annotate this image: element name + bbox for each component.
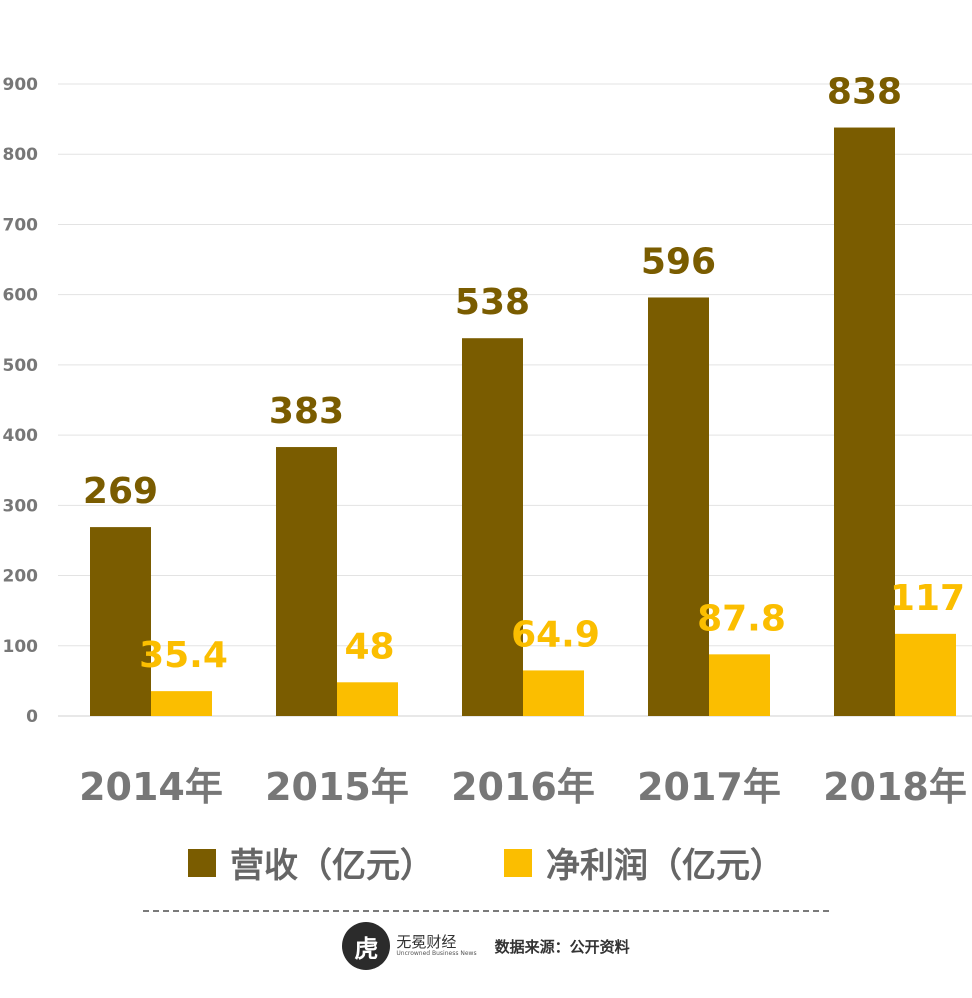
data-label-profit: 117: [890, 578, 965, 619]
bar-chart: 0 100 200 300 400 500 600 700 800 900 269 35.4 2014年…: [3, 72, 972, 809]
bar-revenue: [834, 127, 895, 716]
legend-swatch-revenue: [188, 848, 216, 877]
bar-profit: [151, 691, 212, 716]
data-label-revenue: 383: [269, 391, 344, 432]
x-category-label: 2016年: [451, 765, 595, 809]
legend-item-revenue: 营收（亿元）: [188, 838, 434, 887]
data-label-profit: 87.8: [697, 598, 786, 639]
logo-subtitle: Uncrowned Business News: [396, 949, 477, 957]
y-tick-label: 0: [26, 707, 38, 727]
bar-profit: [709, 654, 770, 716]
bar-revenue: [276, 447, 337, 716]
x-category-label: 2015年: [265, 765, 409, 809]
bar-profit: [523, 670, 584, 716]
logo-mark-icon: 虎: [342, 922, 391, 970]
brand-logo: 虎 无冕财经 Uncrowned Business News: [342, 922, 477, 970]
data-label-profit: 64.9: [511, 614, 600, 655]
data-label-profit: 48: [344, 626, 394, 667]
data-label-revenue: 269: [83, 471, 158, 512]
data-label-revenue: 538: [455, 282, 530, 323]
bar-profit: [895, 633, 956, 716]
x-category-label: 2018年: [823, 765, 967, 809]
bar-revenue: [648, 297, 709, 716]
y-tick-label: 100: [3, 637, 39, 657]
data-label-revenue: 838: [827, 72, 902, 113]
footer: 虎 无冕财经 Uncrowned Business News 数据来源：公开资料: [0, 922, 972, 970]
x-category-label: 2014年: [79, 765, 223, 809]
legend-label-revenue: 营收（亿元）: [230, 846, 434, 886]
y-tick-label: 300: [3, 496, 39, 516]
footer-divider: [143, 910, 829, 912]
logo-name: 无冕财经: [396, 932, 457, 951]
y-tick-label: 700: [3, 215, 39, 235]
y-tick-label: 600: [3, 286, 39, 306]
bar-profit: [337, 682, 398, 716]
y-tick-label: 200: [3, 567, 39, 587]
y-tick-label: 500: [3, 356, 39, 376]
data-label-revenue: 596: [641, 241, 716, 282]
bar-revenue: [462, 338, 523, 716]
legend-item-profit: 净利润（亿元）: [504, 838, 784, 887]
y-tick-label: 900: [3, 75, 39, 95]
legend-swatch-profit: [504, 848, 532, 877]
logo-text: 无冕财经 Uncrowned Business News: [396, 932, 477, 957]
bar-revenue: [90, 527, 151, 716]
y-tick-label: 400: [3, 426, 39, 446]
legend-label-profit: 净利润（亿元）: [546, 846, 784, 886]
data-source: 数据来源：公开资料: [494, 937, 630, 956]
x-category-label: 2017年: [637, 765, 781, 809]
chart-legend: 营收（亿元） 净利润（亿元）: [0, 838, 972, 887]
y-tick-label: 800: [3, 145, 39, 165]
data-label-profit: 35.4: [139, 635, 228, 676]
